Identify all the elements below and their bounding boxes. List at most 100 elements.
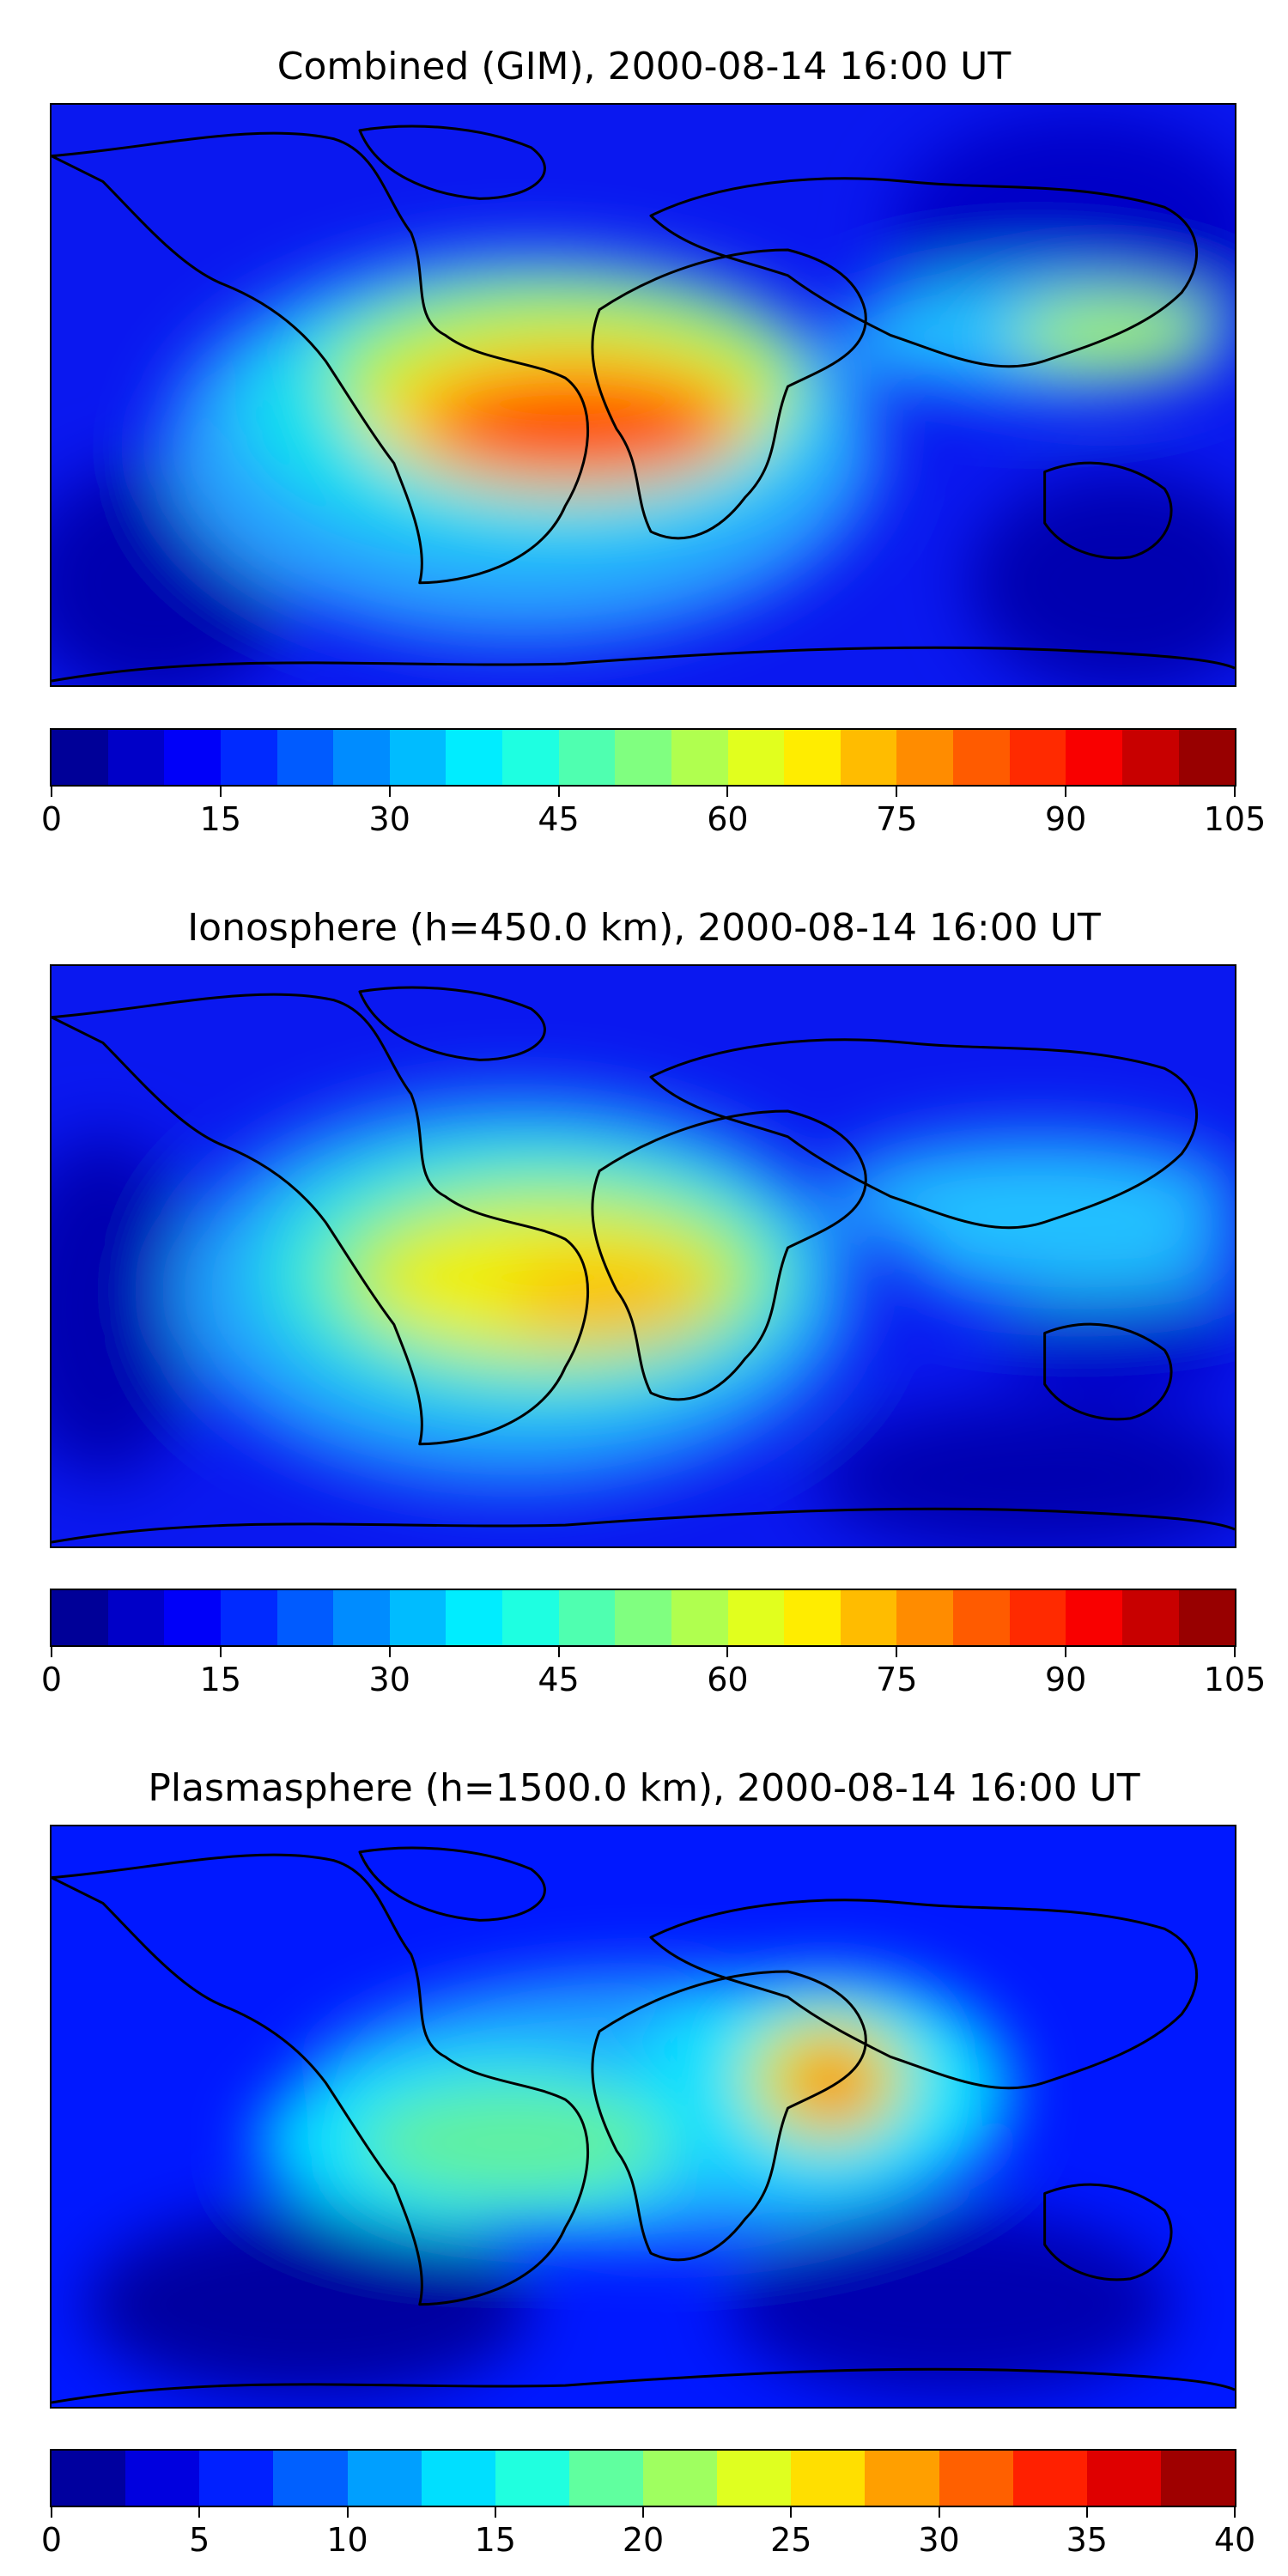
panel-3-map (50, 1825, 1236, 2409)
colorbar-tick-label: 30 (368, 800, 410, 838)
colorbar-tick (219, 787, 222, 797)
colorbar-segment (896, 1590, 953, 1645)
colorbar-segment (495, 2451, 569, 2506)
panel-1-colorbar (50, 728, 1236, 787)
colorbar-segment (1009, 730, 1066, 785)
panel-3-title: Plasmasphere (h=1500.0 km), 2000-08-14 1… (148, 1766, 1140, 1810)
colorbar-segment (791, 2451, 866, 2506)
colorbar-tick (1234, 2507, 1236, 2518)
colorbar-segment (389, 1590, 447, 1645)
colorbar-tick-label: 105 (1203, 800, 1267, 838)
colorbar-segment (1178, 1590, 1236, 1645)
colorbar-segment (107, 730, 165, 785)
colorbar-segment (52, 1590, 108, 1645)
colorbar-segment (107, 1590, 165, 1645)
colorbar-tick-label: 90 (1044, 1661, 1087, 1698)
colorbar-tick (726, 787, 729, 797)
colorbar-tick (642, 2507, 644, 2518)
colorbar-segment (568, 2451, 643, 2506)
colorbar-segment (502, 730, 559, 785)
colorbar-segment (125, 2451, 200, 2506)
colorbar-segment (446, 1590, 502, 1645)
panel-1-colorbar-ticks: 0 15 30 45 60 75 90 105 (41, 787, 1266, 838)
colorbar-segment (558, 1590, 616, 1645)
colorbar-tick (896, 1647, 898, 1657)
colorbar-tick (388, 1647, 391, 1657)
colorbar-tick (51, 787, 52, 797)
colorbar-tick (346, 2507, 349, 2518)
colorbar-tick-label: 90 (1044, 800, 1087, 838)
colorbar-segment (896, 730, 953, 785)
colorbar-segment (727, 1590, 785, 1645)
colorbar-segment (199, 2451, 274, 2506)
colorbar-tick (790, 2507, 793, 2518)
colorbar-segment (389, 730, 447, 785)
colorbar-segment (164, 1590, 221, 1645)
colorbar-tick (198, 2507, 201, 2518)
panel-3-colorbar (50, 2449, 1236, 2507)
colorbar-segment (840, 730, 897, 785)
colorbar-tick-label: 75 (876, 800, 918, 838)
colorbar-tick (1065, 1647, 1067, 1657)
colorbar-segment (220, 1590, 277, 1645)
colorbar-tick-label: 0 (40, 800, 63, 838)
panel-2-coastlines (52, 986, 1235, 1544)
colorbar-segment (643, 2451, 718, 2506)
panel-1-map-svg (52, 105, 1235, 685)
panel-1-title: Combined (GIM), 2000-08-14 16:00 UT (276, 45, 1012, 88)
colorbar-tick (51, 1647, 52, 1657)
colorbar-tick-label: 105 (1203, 1661, 1267, 1698)
colorbar-segment (615, 730, 671, 785)
panel-1-coastlines (52, 125, 1235, 683)
colorbar-segment (220, 730, 277, 785)
colorbar-tick (938, 2507, 940, 2518)
colorbar-tick-label: 60 (707, 1661, 749, 1698)
colorbar-segment (784, 730, 841, 785)
colorbar-segment (1086, 2451, 1161, 2506)
colorbar-segment (1121, 1590, 1179, 1645)
colorbar-tick-label: 30 (918, 2521, 960, 2559)
colorbar-tick (557, 1647, 560, 1657)
colorbar-segment (52, 730, 108, 785)
panel-2-title: Ionosphere (h=450.0 km), 2000-08-14 16:0… (187, 906, 1101, 950)
colorbar-segment (52, 2451, 126, 2506)
colorbar-segment (939, 2451, 1013, 2506)
colorbar-tick-label: 40 (1213, 2521, 1256, 2559)
colorbar-segment (671, 730, 728, 785)
colorbar-segment (273, 2451, 348, 2506)
colorbar-segment (1066, 1590, 1122, 1645)
colorbar-segment (727, 730, 785, 785)
colorbar-segment (276, 1590, 334, 1645)
colorbar-segment (1178, 730, 1236, 785)
colorbar-tick-label: 45 (538, 1661, 580, 1698)
colorbar-tick-label: 75 (876, 1661, 918, 1698)
colorbar-tick (896, 787, 898, 797)
colorbar-segment (1066, 730, 1122, 785)
panel-3-map-svg (52, 1826, 1235, 2407)
colorbar-segment (1009, 1590, 1066, 1645)
colorbar-segment (558, 730, 616, 785)
colorbar-tick-label: 5 (189, 2521, 210, 2559)
colorbar-segment (446, 730, 502, 785)
colorbar-segment (1012, 2451, 1087, 2506)
colorbar-tick-label: 0 (40, 2521, 63, 2559)
colorbar-tick-label: 30 (368, 1661, 410, 1698)
colorbar-tick-label: 20 (622, 2521, 665, 2559)
colorbar-tick (1234, 787, 1236, 797)
panel-2-colorbar (50, 1589, 1236, 1647)
colorbar-segment (1121, 730, 1179, 785)
panel-1-map (50, 103, 1236, 687)
panel-2-map (50, 964, 1236, 1548)
colorbar-tick-label: 35 (1066, 2521, 1108, 2559)
colorbar-segment (347, 2451, 422, 2506)
colorbar-segment (276, 730, 334, 785)
colorbar-tick-label: 60 (707, 800, 749, 838)
colorbar-segment (953, 1590, 1010, 1645)
colorbar-tick-label: 10 (326, 2521, 368, 2559)
colorbar-tick (219, 1647, 222, 1657)
colorbar-segment (333, 730, 390, 785)
colorbar-segment (784, 1590, 841, 1645)
colorbar-tick (388, 787, 391, 797)
colorbar-tick (51, 2507, 52, 2518)
colorbar-tick-label: 25 (770, 2521, 812, 2559)
